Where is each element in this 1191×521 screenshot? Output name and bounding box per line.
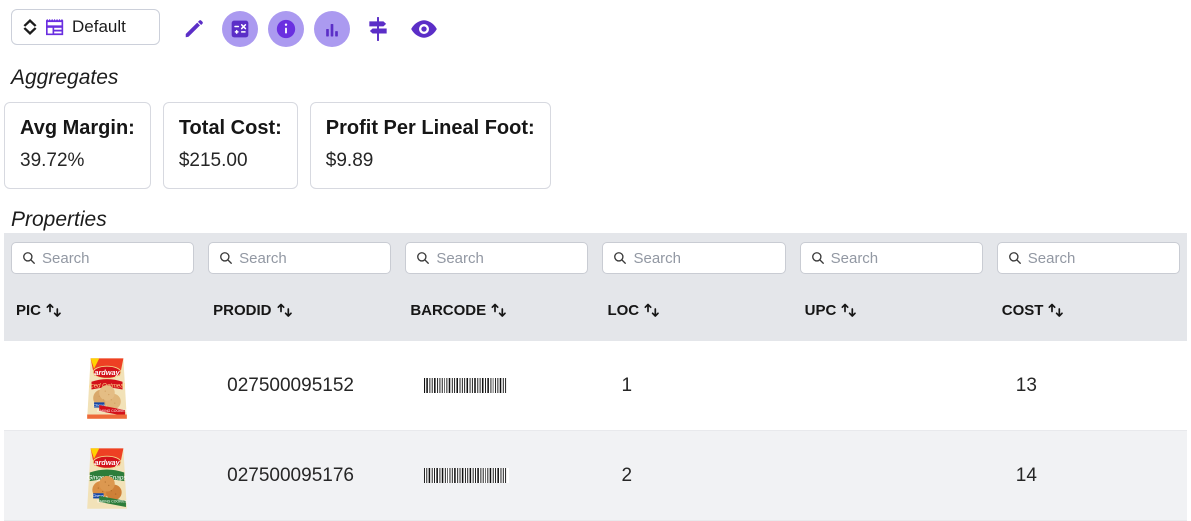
svg-text:ardway: ardway [94, 367, 120, 376]
svg-text:BAKING COOKIES: BAKING COOKIES [97, 499, 127, 503]
svg-text:ardway: ardway [94, 457, 120, 466]
svg-text:BAKING COOKIES: BAKING COOKIES [97, 408, 127, 412]
